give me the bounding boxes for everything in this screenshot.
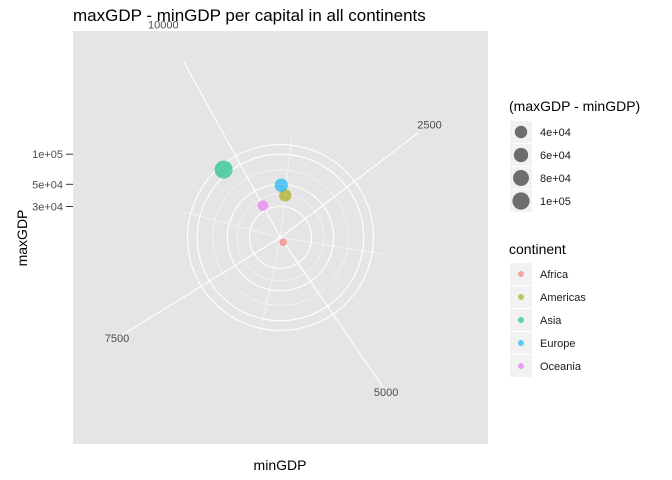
size-legend-label: 6e+04: [540, 150, 571, 162]
data-point-asia: [214, 160, 233, 179]
data-point-africa: [279, 238, 287, 246]
color-legend-label: Oceania: [540, 361, 582, 373]
color-legend-label: Americas: [540, 292, 586, 304]
x-tick-label: 2500: [417, 119, 441, 131]
major-grid-ring: [196, 153, 365, 322]
size-legend-swatch: [513, 147, 529, 163]
y-axis-title: maxGDP: [14, 210, 30, 267]
major-grid-ring: [248, 205, 313, 270]
y-tick-label: 5e+04: [32, 179, 63, 191]
minor-grid-spoke: [280, 237, 383, 255]
color-legend-swatch-americas: [518, 294, 524, 300]
y-tick-label: 1e+05: [32, 149, 63, 161]
size-legend-label: 4e+04: [540, 127, 571, 139]
color-legend-label: Europe: [540, 338, 575, 350]
data-points: [214, 160, 292, 246]
y-tick-labels: 1e+05 5e+04 3e+04: [32, 149, 73, 214]
major-grid-spoke: [120, 237, 281, 337]
x-tick-labels: 10000 2500 5000 7500: [105, 20, 442, 399]
size-legend-title: (maxGDP - minGDP): [509, 98, 640, 114]
major-grid-spoke: [280, 237, 387, 393]
color-legend-swatch-oceania: [518, 363, 524, 369]
x-tick-label: 10000: [148, 20, 179, 32]
color-legend-title: continent: [509, 241, 566, 257]
size-legend-swatch: [514, 125, 528, 139]
x-tick-label: 7500: [105, 333, 129, 345]
size-legend-label: 1e+05: [540, 196, 571, 208]
size-legend-swatch: [512, 192, 530, 210]
polar-grid: [120, 62, 419, 393]
color-legend-swatch-asia: [518, 317, 524, 323]
color-legend-label: Africa: [540, 269, 569, 281]
major-grid-spoke: [280, 132, 419, 238]
x-axis-title: minGDP: [254, 457, 307, 473]
data-point-americas: [279, 189, 292, 202]
size-legend: (maxGDP - minGDP) 4e+04 6e+04 8e+04 1e+05: [509, 98, 640, 212]
chart-title: maxGDP - minGDP per capital in all conti…: [73, 6, 426, 25]
x-tick-label: 5000: [374, 387, 398, 399]
data-point-oceania: [257, 200, 269, 211]
color-legend: continent Africa Americas Asia Europe Oceani…: [509, 241, 586, 377]
color-legend-label: Asia: [540, 315, 562, 327]
minor-grid-spoke: [180, 211, 281, 238]
minor-grid-ring: [212, 169, 349, 306]
y-tick-label: 3e+04: [32, 202, 63, 214]
outer-grid-ring: [186, 143, 375, 332]
color-legend-swatch-europe: [518, 340, 524, 346]
data-point-europe: [274, 178, 288, 192]
size-legend-label: 8e+04: [540, 173, 571, 185]
color-legend-swatch-africa: [518, 271, 524, 277]
size-legend-swatch: [513, 170, 529, 186]
minor-grid-spoke: [258, 237, 281, 339]
